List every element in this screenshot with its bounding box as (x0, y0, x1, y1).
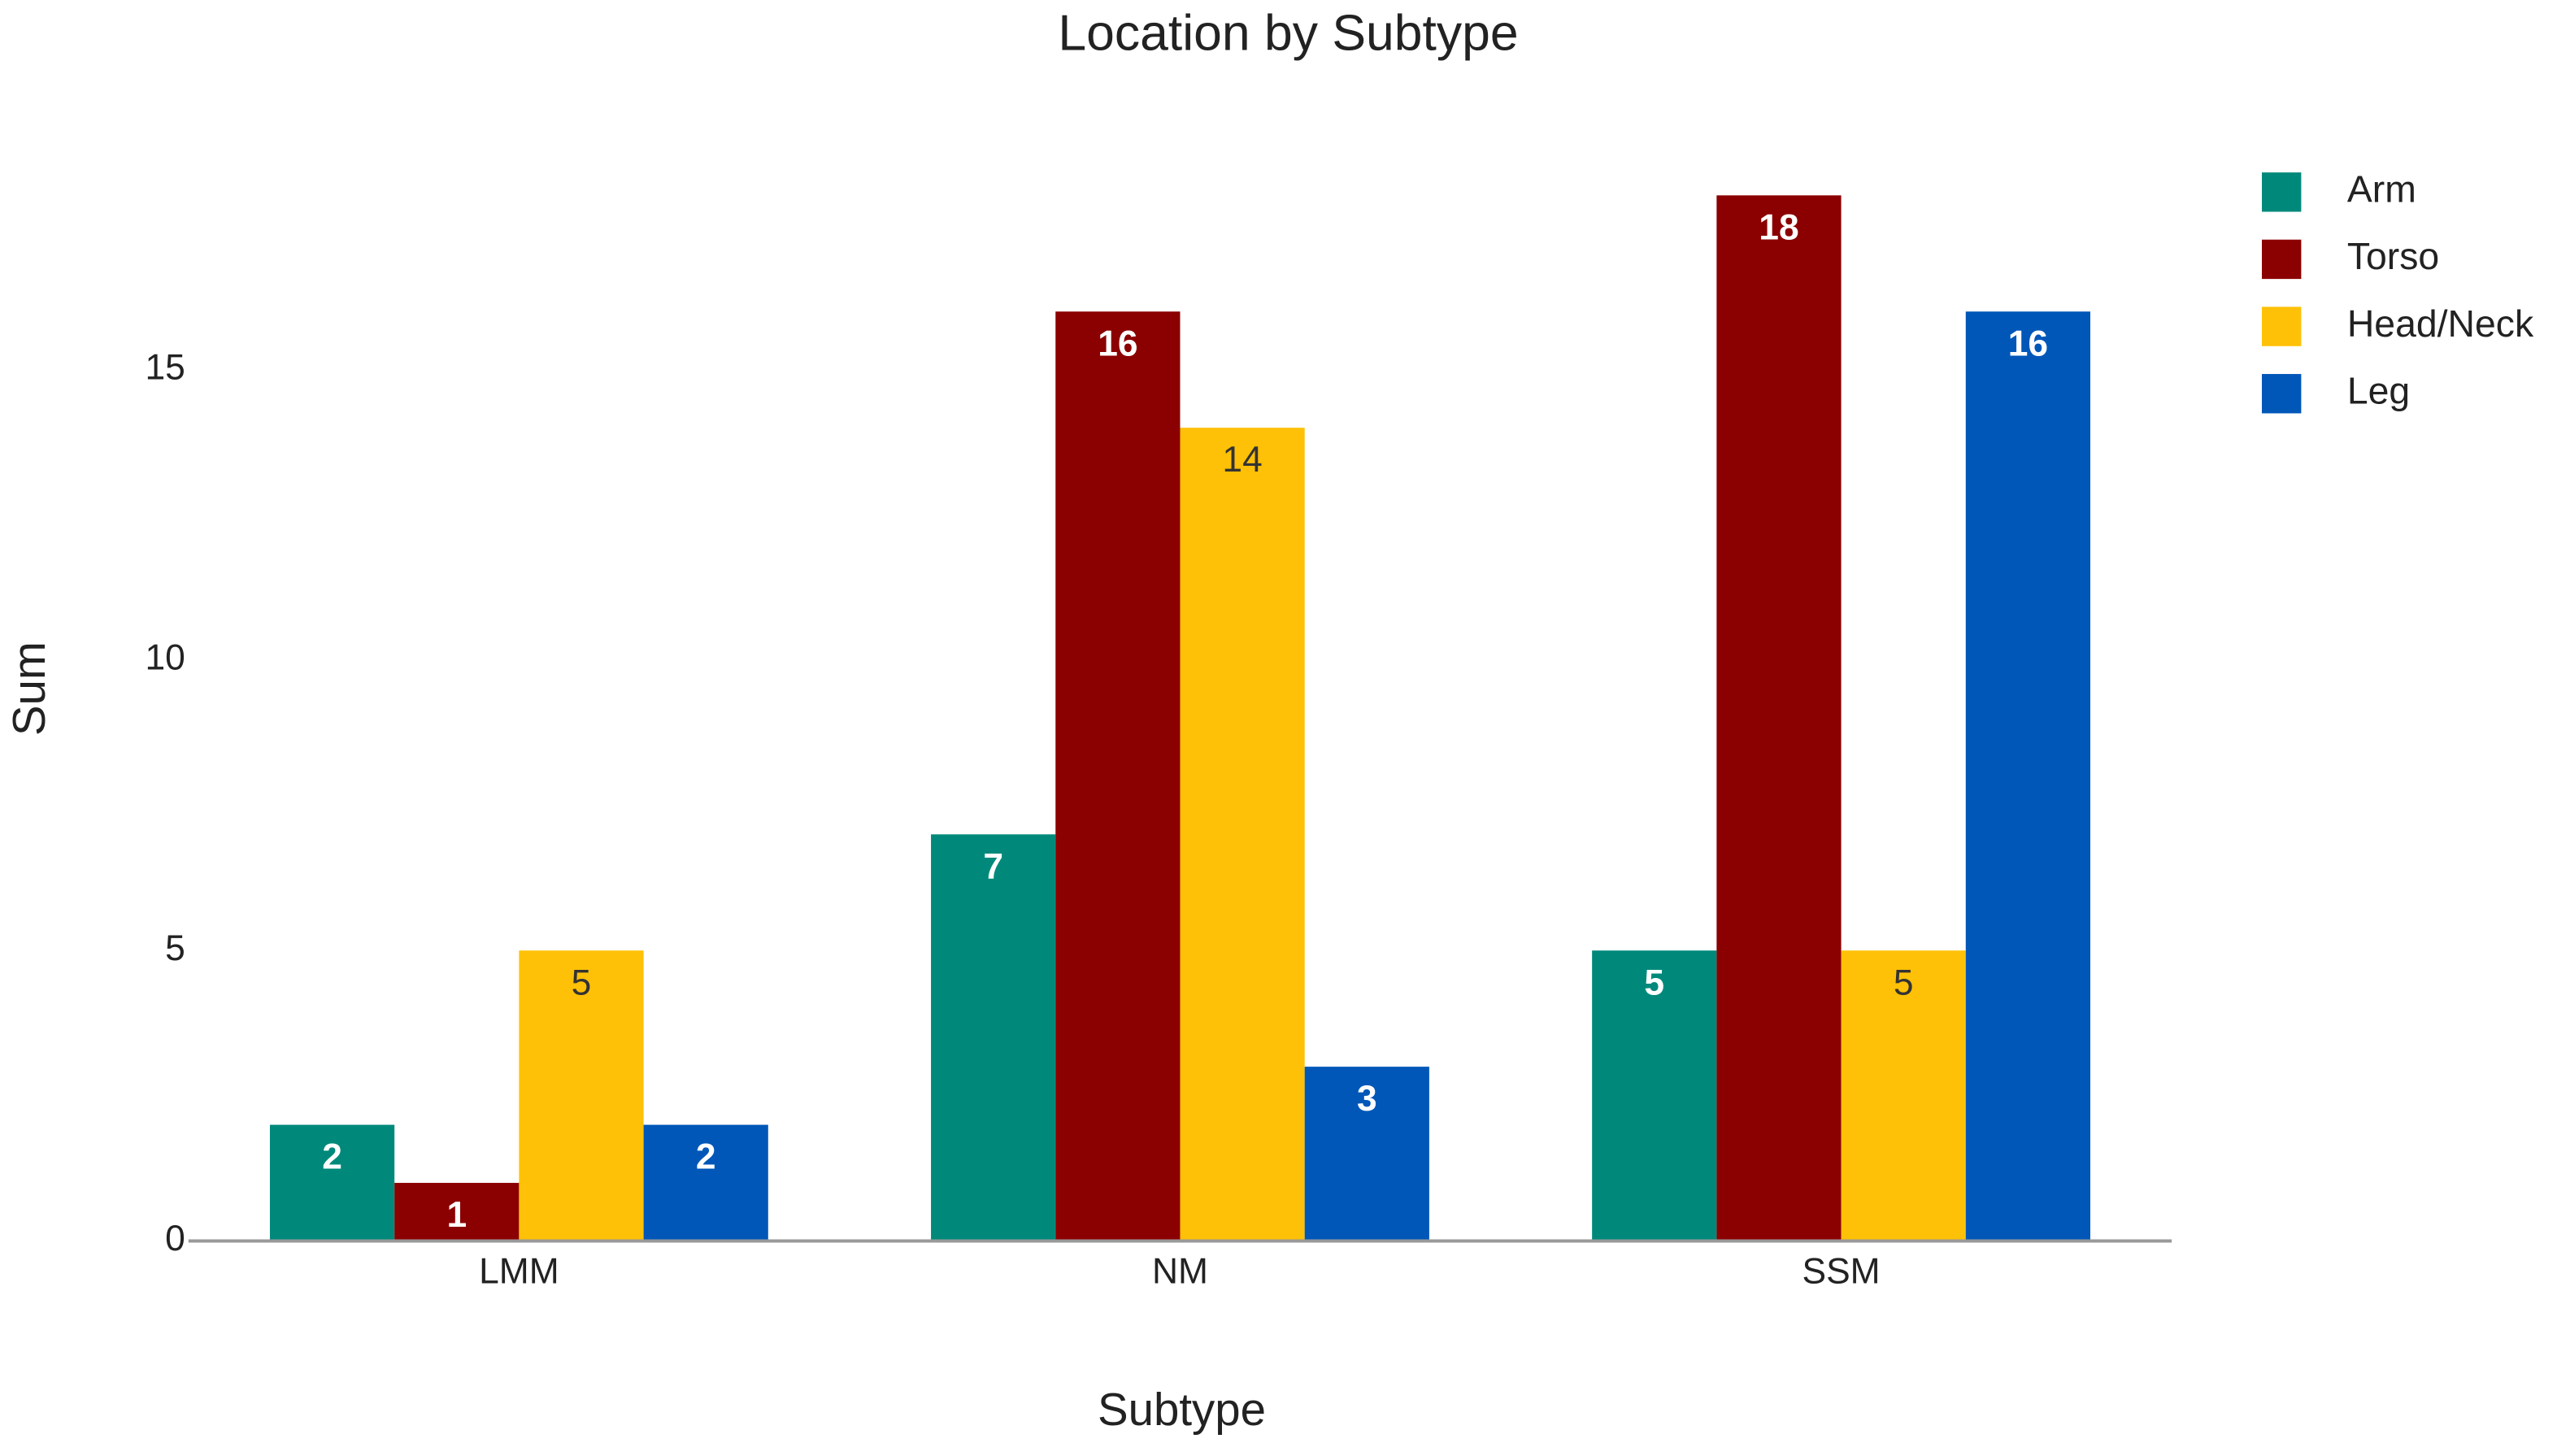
legend-swatch (2262, 374, 2302, 414)
data-label: 2 (696, 1137, 716, 1177)
y-axis-label: Sum (3, 641, 54, 736)
bar (519, 950, 644, 1241)
bar (1304, 1067, 1429, 1241)
legend-label: Leg (2347, 369, 2410, 411)
data-label: 3 (1357, 1079, 1377, 1119)
bar (1592, 950, 1717, 1241)
data-label: 16 (2008, 324, 2048, 363)
bar (1716, 195, 1842, 1241)
legend-label: Head/Neck (2347, 302, 2534, 345)
data-label: 14 (1222, 440, 1262, 480)
chart-title: Location by Subtype (1058, 4, 1518, 61)
data-label: 18 (1759, 207, 1798, 247)
data-label: 5 (1894, 963, 1914, 1002)
data-label: 1 (446, 1195, 467, 1235)
bar (643, 1124, 768, 1241)
legend-label: Torso (2347, 235, 2439, 277)
legend-swatch (2262, 172, 2302, 212)
y-tick-label: 15 (145, 347, 185, 387)
data-label: 5 (1644, 963, 1664, 1002)
x-axis-label: Subtype (1098, 1384, 1266, 1435)
data-label: 16 (1098, 324, 1137, 363)
legend-swatch (2262, 239, 2302, 280)
y-tick-label: 0 (165, 1219, 185, 1258)
y-tick-label: 10 (145, 638, 185, 678)
bar (1180, 428, 1305, 1241)
data-label: 7 (983, 846, 1003, 886)
bar (1055, 311, 1181, 1241)
data-label: 5 (572, 963, 592, 1002)
bar (931, 834, 1056, 1241)
bar (1841, 950, 1966, 1241)
legend-label: Arm (2347, 168, 2416, 211)
bar (394, 1183, 520, 1241)
y-tick-label: 5 (165, 928, 185, 968)
x-tick-label: NM (1152, 1252, 1208, 1292)
x-tick-label: LMM (479, 1252, 559, 1292)
bar (1965, 311, 2091, 1241)
bar (269, 1124, 395, 1241)
legend-swatch (2262, 306, 2302, 346)
data-label: 2 (322, 1137, 342, 1177)
x-tick-label: SSM (1802, 1252, 1881, 1292)
